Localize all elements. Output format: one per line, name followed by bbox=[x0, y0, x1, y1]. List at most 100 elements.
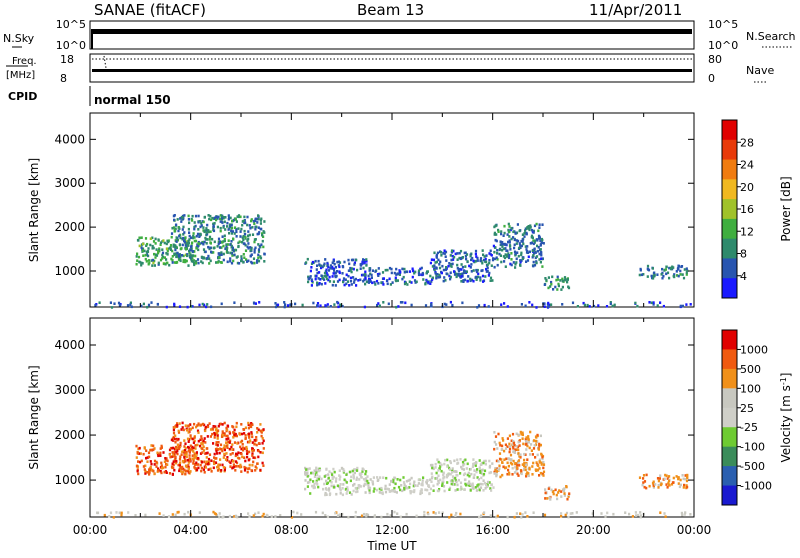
velocity-cell bbox=[686, 475, 689, 478]
power-cell bbox=[169, 248, 172, 251]
velocity-cell bbox=[469, 467, 472, 471]
power-colorbar-label: 12 bbox=[740, 225, 754, 238]
velocity-cell bbox=[144, 469, 147, 473]
power-cell bbox=[499, 254, 502, 257]
velocity-cell bbox=[313, 475, 316, 478]
velocity-cell bbox=[112, 516, 115, 519]
velocity-cell bbox=[336, 484, 339, 488]
velocity-cell bbox=[496, 447, 499, 450]
velocity-cell bbox=[345, 492, 348, 495]
velocity-cell bbox=[498, 457, 502, 461]
power-cell bbox=[499, 240, 502, 243]
velocity-cell bbox=[325, 468, 328, 471]
power-cell bbox=[216, 245, 219, 248]
power-cell bbox=[349, 276, 353, 280]
power-cell bbox=[170, 235, 173, 239]
power-cell bbox=[307, 275, 310, 279]
power-cell bbox=[500, 303, 503, 306]
velocity-cell bbox=[511, 443, 514, 446]
velocity-cell bbox=[265, 513, 268, 517]
velocity-cell bbox=[511, 473, 514, 476]
power-cell bbox=[219, 229, 222, 233]
power-cell bbox=[257, 217, 260, 221]
power-cell bbox=[323, 271, 327, 275]
power-cell bbox=[110, 306, 114, 309]
power-cell bbox=[521, 233, 524, 236]
velocity-cell bbox=[176, 422, 179, 425]
velocity-cell bbox=[186, 445, 190, 449]
power-cell bbox=[222, 244, 225, 248]
power-cell bbox=[390, 267, 393, 271]
power-cell bbox=[464, 270, 467, 273]
power-cell bbox=[540, 241, 543, 244]
power-cell bbox=[151, 244, 154, 248]
velocity-cell bbox=[530, 443, 533, 446]
power-cell bbox=[182, 260, 185, 263]
power-cell bbox=[189, 253, 192, 256]
velocity-cell bbox=[536, 464, 539, 467]
power-cell bbox=[538, 258, 541, 261]
power-cell bbox=[326, 263, 329, 267]
velocity-cell bbox=[525, 436, 528, 439]
velocity-cell bbox=[667, 481, 670, 485]
power-colorbar-segment bbox=[722, 278, 737, 299]
velocity-cell bbox=[208, 422, 211, 425]
velocity-cell bbox=[137, 447, 140, 451]
power-cell bbox=[332, 280, 335, 283]
velocity-cell bbox=[204, 441, 207, 444]
velocity-cell bbox=[195, 456, 198, 459]
power-cell bbox=[226, 260, 229, 264]
power-cell bbox=[394, 276, 397, 280]
velocity-cell bbox=[328, 489, 331, 492]
power-cell bbox=[147, 259, 150, 262]
velocity-cell bbox=[531, 465, 534, 468]
power-cell bbox=[509, 248, 512, 251]
power-cell bbox=[244, 233, 247, 236]
power-cell bbox=[463, 269, 466, 272]
velocity-cell bbox=[194, 447, 197, 450]
velocity-cell bbox=[407, 479, 410, 482]
velocity-cell bbox=[240, 423, 243, 426]
power-cell bbox=[316, 281, 319, 285]
velocity-colorbar-segment bbox=[722, 466, 737, 487]
power-cell bbox=[636, 304, 639, 308]
velocity-cell bbox=[229, 465, 232, 468]
power-colorbar-segment bbox=[722, 159, 737, 180]
velocity-cell bbox=[221, 423, 224, 426]
power-cell bbox=[450, 265, 453, 268]
power-cell bbox=[459, 272, 462, 276]
velocity-cell bbox=[213, 462, 216, 465]
velocity-cell bbox=[459, 488, 462, 491]
velocity-cell bbox=[171, 473, 174, 476]
power-cell bbox=[510, 258, 513, 261]
velocity-cell bbox=[459, 481, 463, 485]
velocity-cell bbox=[152, 444, 155, 448]
velocity-cell bbox=[155, 465, 158, 468]
velocity-cell bbox=[171, 455, 174, 458]
power-cell bbox=[329, 264, 332, 267]
velocity-cell bbox=[178, 447, 181, 451]
power-cell bbox=[373, 281, 376, 284]
velocity-colorbar-segment bbox=[722, 388, 737, 409]
velocity-cell bbox=[226, 443, 229, 446]
velocity-cell bbox=[234, 460, 238, 463]
velocity-cell bbox=[235, 461, 239, 465]
power-cell bbox=[247, 247, 250, 250]
power-cell bbox=[404, 281, 407, 284]
power-cell bbox=[503, 224, 506, 228]
velocity-cell bbox=[317, 469, 320, 473]
power-cell bbox=[437, 276, 440, 279]
power-cell bbox=[341, 304, 344, 308]
velocity-cell bbox=[544, 491, 547, 495]
power-cell bbox=[377, 267, 380, 270]
velocity-cell bbox=[362, 468, 365, 472]
velocity-cell bbox=[670, 483, 674, 486]
velocity-colorbar-segment bbox=[722, 330, 737, 350]
velocity-cell bbox=[193, 463, 197, 466]
velocity-cell bbox=[479, 482, 482, 486]
velocity-cell bbox=[187, 467, 190, 470]
velocity-cell bbox=[230, 445, 233, 449]
velocity-cell bbox=[164, 457, 167, 460]
velocity-cell bbox=[639, 515, 642, 519]
velocity-cell bbox=[455, 480, 458, 484]
